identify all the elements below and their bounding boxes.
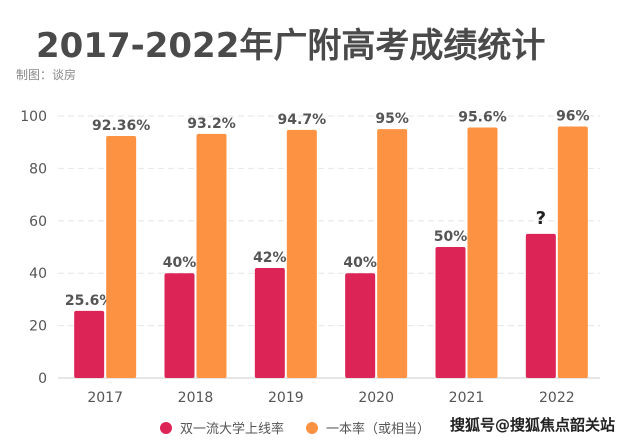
bar-double-first-class-2018 bbox=[164, 273, 195, 378]
data-label-tier-one-rate-2020: 95% bbox=[375, 111, 409, 127]
legend-label-tier-one-rate: 一本率（或相当） bbox=[326, 422, 431, 437]
bar-tier-one-rate-2021 bbox=[467, 127, 498, 378]
data-label-tier-one-rate-2021: 95.6% bbox=[458, 110, 507, 126]
chart-title: 2017-2022年广附高考成绩统计 bbox=[36, 26, 546, 66]
y-tick-label: 100 bbox=[20, 109, 47, 125]
data-label-double-first-class-2020: 40% bbox=[343, 255, 377, 271]
legend-item-tier-one-rate: 一本率（或相当） bbox=[306, 418, 430, 437]
watermark: 搜狐号@搜狐焦点韶关站 bbox=[450, 416, 616, 434]
x-tick-label: 2022 bbox=[539, 390, 575, 406]
bar-double-first-class-2020 bbox=[345, 273, 376, 378]
legend-item-double-first-class: 双一流大学上线率 bbox=[160, 418, 284, 437]
bar-double-first-class-2022 bbox=[525, 233, 556, 378]
bar-tier-one-rate-2022 bbox=[557, 126, 588, 378]
bar-tier-one-rate-2017 bbox=[106, 136, 137, 378]
data-label-tier-one-rate-2019: 94.7% bbox=[278, 112, 327, 128]
data-label-double-first-class-2017: 25.6% bbox=[65, 293, 114, 309]
legend-swatch-double-first-class bbox=[160, 421, 172, 434]
data-label-tier-one-rate-2017: 92.36% bbox=[92, 118, 150, 134]
bar-tier-one-rate-2020 bbox=[377, 129, 408, 378]
x-tick-label: 2021 bbox=[449, 390, 485, 406]
legend-swatch-tier-one-rate bbox=[306, 421, 319, 434]
x-tick-label: 2018 bbox=[178, 390, 214, 406]
legend: 双一流大学上线率 一本率（或相当） bbox=[160, 418, 452, 437]
legend-label-double-first-class: 双一流大学上线率 bbox=[180, 422, 285, 437]
y-tick-label: 60 bbox=[29, 214, 47, 230]
x-tick-label: 2020 bbox=[358, 390, 394, 406]
y-tick-label: 0 bbox=[38, 371, 47, 387]
bar-tier-one-rate-2018 bbox=[196, 133, 227, 378]
data-label-double-first-class-2021: 50% bbox=[434, 229, 468, 245]
data-label-double-first-class-2019: 42% bbox=[253, 250, 287, 266]
x-tick-label: 2019 bbox=[268, 390, 304, 406]
bar-double-first-class-2019 bbox=[254, 267, 285, 378]
bar-tier-one-rate-2019 bbox=[286, 129, 317, 378]
bar-double-first-class-2017 bbox=[74, 310, 105, 378]
y-tick-label: 40 bbox=[29, 266, 47, 282]
data-label-double-first-class-2022: ? bbox=[536, 208, 546, 229]
bar-double-first-class-2021 bbox=[435, 247, 466, 378]
data-label-tier-one-rate-2022: 96% bbox=[556, 108, 590, 124]
y-tick-label: 20 bbox=[29, 319, 47, 335]
y-tick-label: 80 bbox=[29, 161, 47, 177]
chart-credit: 制图：谈房 bbox=[16, 68, 77, 82]
x-tick-label: 2017 bbox=[87, 390, 123, 406]
data-label-tier-one-rate-2018: 93.2% bbox=[187, 116, 236, 132]
data-label-double-first-class-2018: 40% bbox=[163, 255, 197, 271]
